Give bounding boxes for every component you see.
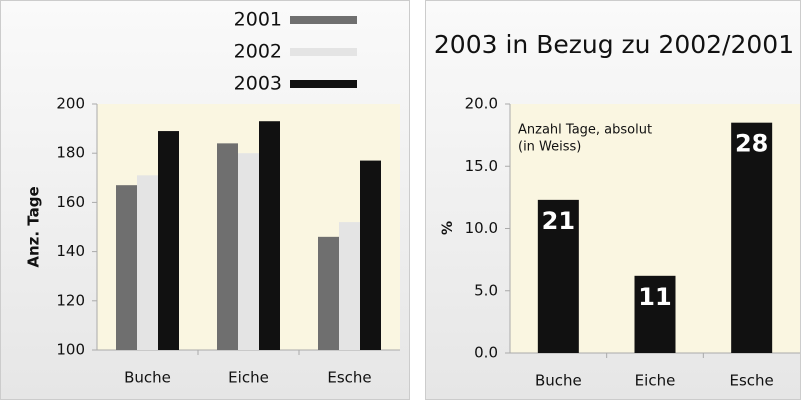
legend-label: 2002 bbox=[234, 41, 282, 63]
y-tick-label: 5.0 bbox=[474, 281, 498, 299]
x-tick-label: Eiche bbox=[635, 372, 676, 390]
bar-label: 11 bbox=[638, 283, 671, 311]
legend-swatch bbox=[290, 48, 357, 56]
x-tick-label: Esche bbox=[327, 369, 371, 387]
x-tick-label: Esche bbox=[730, 372, 774, 390]
bar bbox=[360, 160, 381, 350]
y-axis-label: % bbox=[440, 221, 456, 235]
legend-swatch bbox=[290, 80, 357, 88]
annotation: (in Weiss) bbox=[518, 140, 581, 155]
y-tick-label: 15.0 bbox=[465, 157, 498, 175]
bar bbox=[238, 153, 259, 350]
y-tick-label: 0.0 bbox=[474, 344, 498, 362]
y-tick-label: 200 bbox=[56, 95, 85, 113]
x-tick-label: Eiche bbox=[228, 369, 269, 387]
legend-label: 2001 bbox=[234, 9, 282, 31]
y-tick-label: 160 bbox=[56, 193, 85, 211]
bar bbox=[259, 121, 280, 350]
bar bbox=[731, 122, 773, 353]
y-tick-label: 180 bbox=[56, 144, 85, 162]
bar-label: 28 bbox=[735, 130, 768, 158]
legend-swatch bbox=[290, 16, 357, 24]
bar bbox=[137, 175, 158, 350]
y-axis-label: Anz. Tage bbox=[25, 186, 43, 267]
legend-label: 2003 bbox=[234, 73, 282, 95]
bar bbox=[116, 185, 137, 350]
bar bbox=[217, 143, 238, 350]
y-tick-label: 140 bbox=[56, 242, 85, 260]
y-tick-label: 100 bbox=[56, 341, 85, 359]
bar bbox=[318, 236, 339, 350]
x-tick-label: Buche bbox=[535, 372, 582, 390]
bar-label: 21 bbox=[542, 207, 575, 235]
bar bbox=[634, 275, 676, 353]
y-tick-label: 20.0 bbox=[465, 95, 498, 113]
y-tick-label: 10.0 bbox=[465, 219, 498, 237]
annotation: Anzahl Tage, absolut bbox=[518, 123, 652, 138]
bar bbox=[537, 199, 579, 353]
bar bbox=[339, 222, 360, 350]
x-tick-label: Buche bbox=[124, 369, 171, 387]
chart-title: 2003 in Bezug zu 2002/2001 bbox=[434, 30, 794, 59]
bar bbox=[158, 131, 179, 350]
y-tick-label: 120 bbox=[56, 291, 85, 309]
